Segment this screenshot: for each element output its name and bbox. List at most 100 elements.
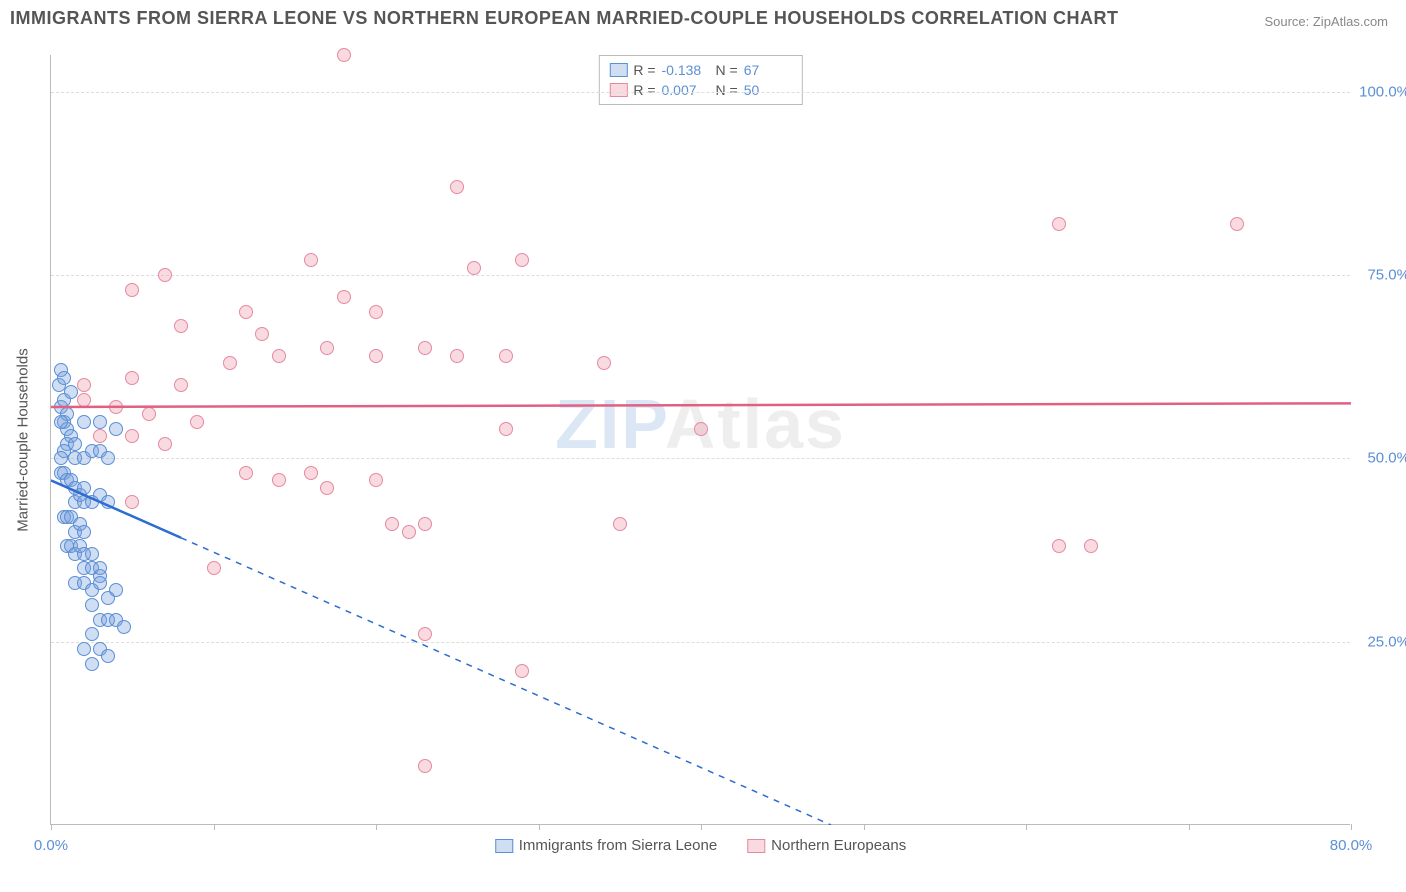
legend-r-label: R =	[633, 82, 655, 98]
data-point	[515, 664, 529, 678]
data-point	[64, 385, 78, 399]
data-point	[369, 349, 383, 363]
data-point	[418, 627, 432, 641]
data-point	[93, 429, 107, 443]
trend-lines	[51, 55, 1351, 825]
legend-r-value: -0.138	[662, 62, 710, 78]
x-tick	[701, 824, 702, 830]
data-point	[450, 349, 464, 363]
data-point	[77, 378, 91, 392]
data-point	[418, 759, 432, 773]
data-point	[369, 305, 383, 319]
bottom-legend-label: Immigrants from Sierra Leone	[519, 837, 717, 854]
y-tick-label: 25.0%	[1367, 633, 1406, 650]
data-point	[190, 415, 204, 429]
legend-row: R = 0.007 N = 50	[609, 80, 791, 100]
data-point	[158, 437, 172, 451]
data-point	[1052, 539, 1066, 553]
data-point	[109, 400, 123, 414]
data-point	[337, 290, 351, 304]
data-point	[77, 415, 91, 429]
data-point	[109, 422, 123, 436]
data-point	[85, 547, 99, 561]
data-point	[101, 649, 115, 663]
data-point	[418, 341, 432, 355]
data-point	[93, 561, 107, 575]
bottom-legend-item: Immigrants from Sierra Leone	[495, 837, 717, 854]
gridline-horizontal	[51, 458, 1350, 459]
data-point	[597, 356, 611, 370]
x-tick	[51, 824, 52, 830]
legend-r-value: 0.007	[662, 82, 710, 98]
y-tick-label: 75.0%	[1367, 267, 1406, 284]
data-point	[272, 349, 286, 363]
data-point	[125, 371, 139, 385]
data-point	[174, 378, 188, 392]
data-point	[320, 341, 334, 355]
data-point	[54, 415, 68, 429]
data-point	[402, 525, 416, 539]
x-tick	[1351, 824, 1352, 830]
legend-swatch	[609, 83, 627, 97]
x-tick-label: 80.0%	[1330, 837, 1373, 854]
data-point	[125, 495, 139, 509]
data-point	[125, 429, 139, 443]
legend-row: R = -0.138 N = 67	[609, 60, 791, 80]
data-point	[223, 356, 237, 370]
data-point	[369, 473, 383, 487]
gridline-horizontal	[51, 92, 1350, 93]
data-point	[239, 466, 253, 480]
data-point	[85, 657, 99, 671]
data-point	[320, 481, 334, 495]
x-tick	[1189, 824, 1190, 830]
data-point	[1052, 217, 1066, 231]
data-point	[1230, 217, 1244, 231]
data-point	[109, 583, 123, 597]
x-tick	[214, 824, 215, 830]
data-point	[142, 407, 156, 421]
data-point	[515, 253, 529, 267]
x-tick	[1026, 824, 1027, 830]
data-point	[85, 627, 99, 641]
x-tick	[864, 824, 865, 830]
data-point	[239, 305, 253, 319]
data-point	[499, 349, 513, 363]
data-point	[158, 268, 172, 282]
legend-n-label: N =	[716, 82, 738, 98]
data-point	[77, 642, 91, 656]
data-point	[272, 473, 286, 487]
data-point	[499, 422, 513, 436]
data-point	[93, 415, 107, 429]
chart-title: IMMIGRANTS FROM SIERRA LEONE VS NORTHERN…	[10, 8, 1119, 29]
x-tick	[376, 824, 377, 830]
bottom-legend-label: Northern Europeans	[771, 837, 906, 854]
plot-area: ZIPAtlas Married-couple Households R =-0…	[50, 55, 1350, 825]
data-point	[85, 598, 99, 612]
data-point	[57, 371, 71, 385]
data-point	[613, 517, 627, 531]
x-tick-label: 0.0%	[34, 837, 68, 854]
legend-n-value: 50	[744, 82, 792, 98]
data-point	[304, 466, 318, 480]
y-axis-label: Married-couple Households	[15, 348, 32, 531]
data-point	[77, 525, 91, 539]
legend-n-value: 67	[744, 62, 792, 78]
x-tick	[539, 824, 540, 830]
correlation-legend: R = -0.138 N = 67 R = 0.007 N = 50	[598, 55, 802, 105]
data-point	[117, 620, 131, 634]
data-point	[1084, 539, 1098, 553]
data-point	[467, 261, 481, 275]
data-point	[77, 481, 91, 495]
legend-r-label: R =	[633, 62, 655, 78]
data-point	[255, 327, 269, 341]
gridline-horizontal	[51, 642, 1350, 643]
data-point	[694, 422, 708, 436]
data-point	[385, 517, 399, 531]
legend-n-label: N =	[716, 62, 738, 78]
y-tick-label: 50.0%	[1367, 450, 1406, 467]
data-point	[174, 319, 188, 333]
series-legend: Immigrants from Sierra Leone Northern Eur…	[495, 837, 907, 854]
data-point	[68, 437, 82, 451]
data-point	[207, 561, 221, 575]
bottom-legend-item: Northern Europeans	[747, 837, 906, 854]
